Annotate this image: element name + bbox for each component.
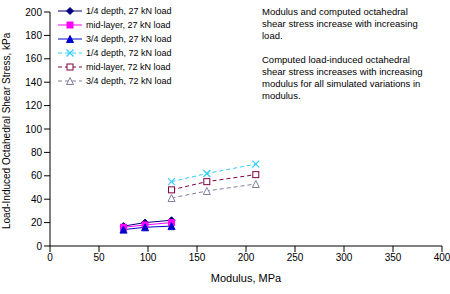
svg-text:180: 180 <box>25 30 42 41</box>
html-text:1/4 depth, 72 kN load: 1/4 depth, 72 kN load <box>86 48 172 58</box>
html-text:shear stress increase with inc: shear stress increase with increasing <box>262 18 418 29</box>
html-text:mid-layer, 72 kN load: mid-layer, 72 kN load <box>86 62 171 72</box>
svg-text:160: 160 <box>25 53 42 64</box>
svg-text:20: 20 <box>31 217 43 228</box>
html-text:Computed load-induced octahedr: Computed load-induced octahedral <box>262 54 410 65</box>
svg-text:Modulus, MPa: Modulus, MPa <box>211 272 282 284</box>
html-text:modulus.: modulus. <box>262 90 301 101</box>
svg-text:120: 120 <box>25 100 42 111</box>
svg-text:200: 200 <box>25 7 42 18</box>
svg-text:400: 400 <box>434 252 442 263</box>
html-text:3/4 depth, 72 kN load: 3/4 depth, 72 kN load <box>86 76 172 86</box>
svg-text:100: 100 <box>140 252 157 263</box>
svg-text:0: 0 <box>47 252 53 263</box>
svg-text:60: 60 <box>31 170 43 181</box>
svg-text:0: 0 <box>36 241 42 252</box>
svg-text:300: 300 <box>336 252 353 263</box>
svg-text:Load-Induced Octahedral Shear: Load-Induced Octahedral Shear Stress, kP… <box>8 32 12 229</box>
html-text:1/4 depth, 27 kN load: 1/4 depth, 27 kN load <box>86 6 172 16</box>
svg-text:80: 80 <box>31 147 43 158</box>
svg-text:140: 140 <box>25 77 42 88</box>
svg-text:40: 40 <box>31 194 43 205</box>
html-text:modulus for all simulated vari: modulus for all simulated variations in <box>262 78 421 89</box>
html-text:mid-layer, 27 kN load: mid-layer, 27 kN load <box>86 20 171 30</box>
svg-text:100: 100 <box>25 124 42 135</box>
html-text:3/4 depth, 27 kN load: 3/4 depth, 27 kN load <box>86 34 172 44</box>
svg-text:250: 250 <box>287 252 304 263</box>
html-text:shear stress increases with in: shear stress increases with increasing <box>262 66 423 77</box>
svg-text:350: 350 <box>385 252 402 263</box>
svg-text:150: 150 <box>189 252 206 263</box>
html-text:Modulus and computed octahedra: Modulus and computed octahedral <box>262 6 408 17</box>
html-text:load.: load. <box>262 30 283 41</box>
svg-text:50: 50 <box>93 252 105 263</box>
svg-text:200: 200 <box>238 252 255 263</box>
